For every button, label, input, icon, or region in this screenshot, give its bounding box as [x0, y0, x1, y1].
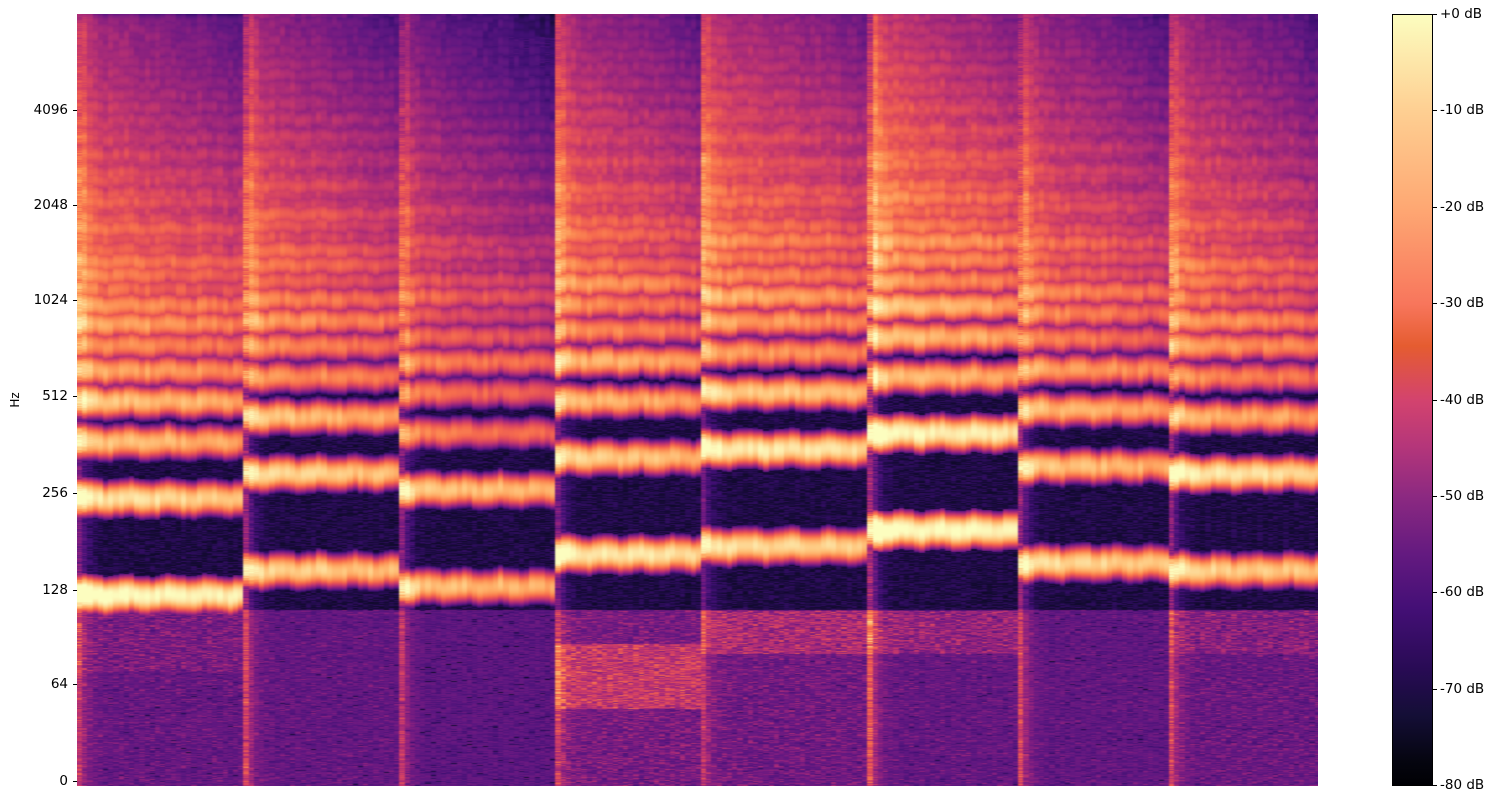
y-tick-mark [73, 590, 77, 591]
colorbar-tick-mark [1433, 496, 1437, 497]
y-axis-label: Hz [8, 392, 22, 408]
colorbar-tick-mark [1433, 207, 1437, 208]
colorbar-gradient [1392, 14, 1433, 786]
colorbar-tick-label: -20 dB [1440, 199, 1485, 215]
y-tick-mark [73, 781, 77, 782]
y-tick-mark [73, 205, 77, 206]
colorbar-tick-mark [1433, 14, 1437, 15]
colorbar-tick-mark [1433, 689, 1437, 690]
colorbar-tick-label: -70 dB [1440, 681, 1485, 697]
y-tick-label: 256 [42, 485, 68, 501]
colorbar-container[interactable]: +0 dB -10 dB -20 dB -30 dB -40 dB -50 dB -60 d… [1392, 6, 1484, 793]
y-tick-label: 0 [59, 773, 68, 789]
y-tick-label: 128 [42, 582, 68, 598]
colorbar-tick-label: -80 dB [1440, 777, 1485, 793]
colorbar-tick-mark [1433, 400, 1437, 401]
spectrogram-image [77, 14, 1318, 786]
colorbar-tick-label: -50 dB [1440, 488, 1485, 504]
colorbar-tick-label: -30 dB [1440, 295, 1485, 311]
colorbar-tick-label: -10 dB [1440, 102, 1485, 118]
colorbar-tick-label: +0 dB [1440, 6, 1483, 22]
y-tick-mark [73, 110, 77, 111]
y-tick-label: 4096 [33, 102, 68, 118]
y-tick-mark [73, 300, 77, 301]
y-tick-mark [73, 684, 77, 685]
y-tick-label: 1024 [33, 292, 68, 308]
colorbar-tick-mark [1433, 303, 1437, 304]
y-tick-label: 64 [50, 676, 68, 692]
colorbar-tick-label: -60 dB [1440, 584, 1485, 600]
y-tick-label: 2048 [33, 197, 68, 213]
y-tick-mark [73, 493, 77, 494]
colorbar-tick-mark [1433, 592, 1437, 593]
spectrogram-axes[interactable] [77, 14, 1318, 786]
colorbar-tick-mark [1433, 110, 1437, 111]
colorbar-tick-mark [1433, 785, 1437, 786]
y-tick-label: 512 [42, 388, 68, 404]
y-tick-mark [73, 396, 77, 397]
colorbar-tick-label: -40 dB [1440, 392, 1485, 408]
